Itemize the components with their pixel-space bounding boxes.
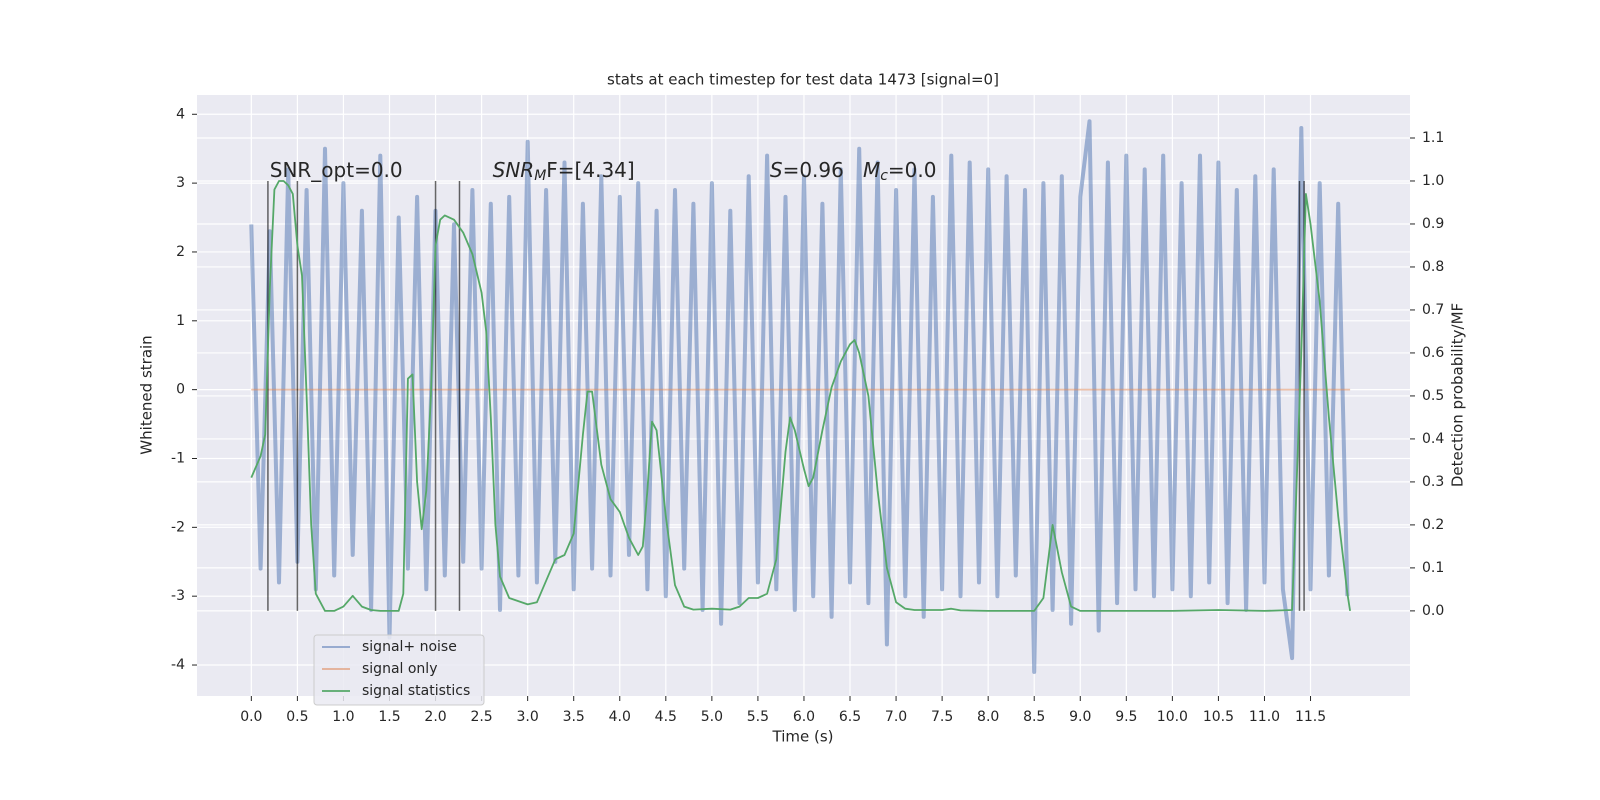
annotation: S=0.96 Mc=0.0 bbox=[770, 158, 937, 185]
y-tick-label: 3 bbox=[176, 175, 185, 191]
y2-tick-label: 0.1 bbox=[1422, 560, 1444, 576]
x-tick-label: 4.0 bbox=[609, 709, 631, 725]
legend-label: signal only bbox=[362, 661, 437, 677]
y-tick-label: 2 bbox=[176, 244, 185, 260]
legend-label: signal statistics bbox=[362, 683, 470, 699]
x-tick-label: 0.0 bbox=[240, 709, 262, 725]
y-tick-label: -1 bbox=[171, 450, 185, 466]
y-tick-label: 1 bbox=[176, 313, 185, 329]
y2-tick-label: 0.5 bbox=[1422, 388, 1444, 404]
x-tick-label: 3.0 bbox=[517, 709, 539, 725]
x-tick-label: 11.0 bbox=[1249, 709, 1280, 725]
y2-axis-label: Detection probability/MF bbox=[1449, 303, 1467, 487]
y2-tick-label: 0.6 bbox=[1422, 345, 1444, 361]
annotation-part: S bbox=[770, 158, 783, 182]
y2-tick-label: 0.3 bbox=[1422, 474, 1444, 490]
x-tick-label: 0.5 bbox=[286, 709, 308, 725]
x-tick-label: 6.5 bbox=[839, 709, 861, 725]
legend-label: signal+ noise bbox=[362, 639, 457, 655]
annotation: SNRMF=[4.34] bbox=[493, 158, 635, 185]
annotation-part: M bbox=[863, 158, 880, 182]
y-tick-label: 0 bbox=[176, 382, 185, 398]
x-tick-label: 2.5 bbox=[470, 709, 492, 725]
annotation-part: c bbox=[880, 168, 888, 184]
annotation-part: =0.96 bbox=[783, 158, 863, 182]
x-tick-label: 2.0 bbox=[424, 709, 446, 725]
y-tick-label: -4 bbox=[171, 657, 185, 673]
annotation-part: SNR bbox=[493, 158, 535, 182]
y-tick-label: 4 bbox=[176, 106, 185, 122]
x-tick-label: 6.0 bbox=[793, 709, 815, 725]
y2-tick-label: 0.8 bbox=[1422, 259, 1444, 275]
x-tick-label: 7.0 bbox=[885, 709, 907, 725]
x-tick-label: 1.0 bbox=[332, 709, 354, 725]
annotation-part: M bbox=[534, 168, 546, 184]
x-tick-label: 11.5 bbox=[1295, 709, 1326, 725]
x-tick-label: 10.5 bbox=[1203, 709, 1234, 725]
y2-tick-label: 0.7 bbox=[1422, 302, 1444, 318]
legend-box bbox=[313, 634, 485, 706]
x-tick-label: 1.5 bbox=[378, 709, 400, 725]
y2-tick-label: 1.0 bbox=[1422, 173, 1444, 189]
y2-tick-label: 0.0 bbox=[1422, 603, 1444, 619]
y-axis-label: Whitened strain bbox=[138, 335, 156, 454]
y-tick-label: -3 bbox=[171, 588, 185, 604]
annotation-part: F=[4.34] bbox=[546, 158, 634, 182]
annotation-part: =0.0 bbox=[888, 158, 937, 182]
x-tick-label: 8.5 bbox=[1023, 709, 1045, 725]
series-line bbox=[250, 180, 1351, 612]
x-tick-label: 7.5 bbox=[931, 709, 953, 725]
x-tick-label: 5.5 bbox=[747, 709, 769, 725]
chart-title: stats at each timestep for test data 147… bbox=[607, 71, 999, 89]
x-tick-label: 9.5 bbox=[1115, 709, 1137, 725]
x-tick-label: 4.5 bbox=[655, 709, 677, 725]
y-tick-label: -2 bbox=[171, 519, 185, 535]
annotation-part: SNR_opt=0.0 bbox=[270, 158, 403, 182]
y2-tick-label: 0.4 bbox=[1422, 431, 1444, 447]
x-tick-label: 5.0 bbox=[701, 709, 723, 725]
annotation: SNR_opt=0.0 bbox=[270, 158, 403, 182]
y2-tick-label: 0.2 bbox=[1422, 517, 1444, 533]
x-tick-label: 3.5 bbox=[563, 709, 585, 725]
y2-tick-label: 0.9 bbox=[1422, 216, 1444, 232]
x-axis-label: Time (s) bbox=[772, 728, 834, 746]
x-tick-label: 8.0 bbox=[977, 709, 999, 725]
y2-tick-label: 1.1 bbox=[1422, 130, 1444, 146]
x-tick-label: 9.0 bbox=[1069, 709, 1091, 725]
x-tick-label: 10.0 bbox=[1157, 709, 1188, 725]
